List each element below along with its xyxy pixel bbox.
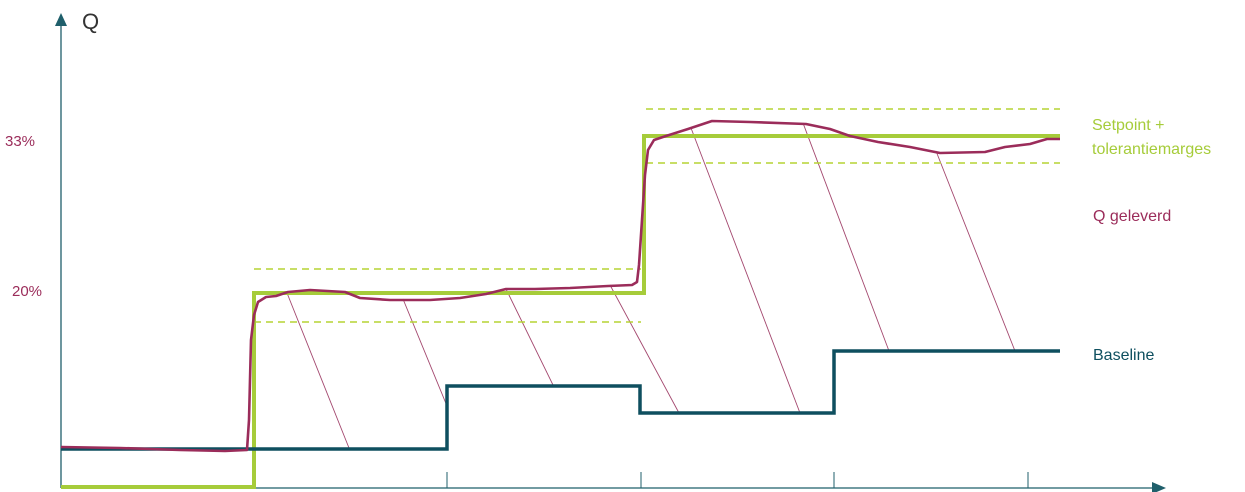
hatch-line	[286, 292, 350, 449]
y-axis-arrow	[55, 13, 67, 26]
hatch-line	[505, 288, 554, 386]
legend-setpoint-line2: tolerantiemarges	[1092, 141, 1211, 158]
legend-delivered: Q geleverd	[1093, 208, 1171, 225]
delivered-q-line	[60, 119, 1060, 453]
hatch-line	[402, 298, 448, 407]
hatch-line	[935, 150, 1016, 352]
legend-setpoint-line1: Setpoint +	[1092, 117, 1165, 134]
legend-baseline: Baseline	[1093, 347, 1154, 364]
x-axis-arrow	[1152, 482, 1166, 492]
y-tick-label-33: 33%	[5, 133, 35, 150]
x-ticks	[253, 472, 1029, 488]
hatch-line	[802, 122, 890, 352]
hatch-lines	[286, 122, 1016, 449]
baseline-line	[61, 349, 1060, 451]
hatch-line	[609, 284, 680, 414]
axes	[55, 13, 1166, 492]
tolerance-margins	[254, 108, 1060, 323]
setpoint-line	[61, 134, 1060, 489]
y-tick-label-20: 20%	[12, 283, 42, 300]
hatch-line	[690, 127, 801, 414]
y-axis-title: Q	[82, 9, 99, 34]
